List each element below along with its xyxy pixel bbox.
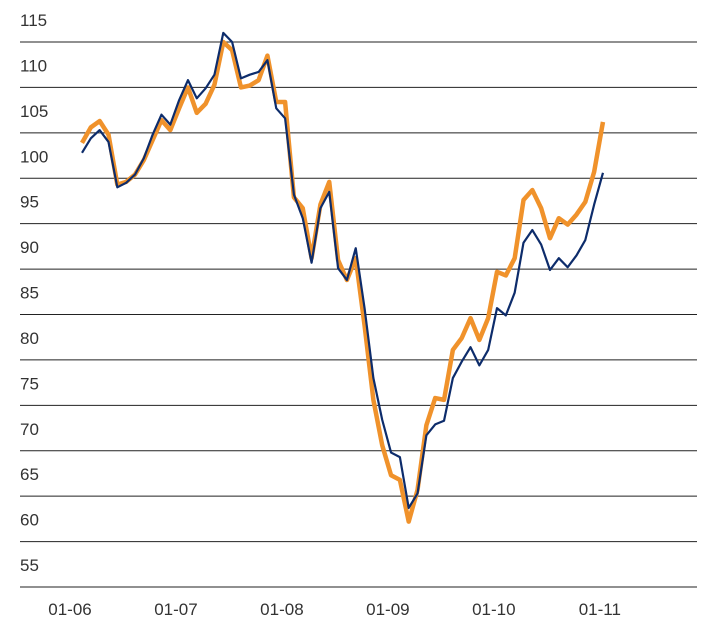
x-tick-label: 01-09 <box>366 600 409 619</box>
x-tick-label: 01-08 <box>260 600 303 619</box>
y-tick-label: 105 <box>20 102 48 121</box>
series-line <box>81 31 605 510</box>
y-tick-label: 55 <box>20 556 39 575</box>
x-tick-label: 01-07 <box>154 600 197 619</box>
y-tick-label: 80 <box>20 329 39 348</box>
y-tick-label: 65 <box>20 465 39 484</box>
y-tick-label: 70 <box>20 420 39 439</box>
y-tick-label: 90 <box>20 238 39 257</box>
x-tick-label: 01-06 <box>48 600 91 619</box>
series-line <box>80 39 606 524</box>
x-tick-label: 01-10 <box>472 600 515 619</box>
y-tick-label: 115 <box>20 11 47 30</box>
y-tick-label: 60 <box>20 511 39 530</box>
y-tick-label: 75 <box>20 374 39 393</box>
y-tick-label: 100 <box>20 147 48 166</box>
y-tick-label: 110 <box>20 56 47 75</box>
x-tick-label: 01-11 <box>579 600 621 619</box>
y-tick-label: 95 <box>20 193 39 212</box>
y-tick-label: 85 <box>20 284 39 303</box>
